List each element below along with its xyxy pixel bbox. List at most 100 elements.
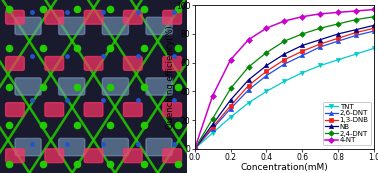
1,3-DNB xyxy=(246,85,251,87)
1,3-DNB xyxy=(318,43,322,45)
2,6-DNT xyxy=(228,108,233,110)
2,6-DNT xyxy=(336,40,341,42)
2,6-DNT xyxy=(300,54,305,56)
2,4-DNT xyxy=(336,23,341,25)
2,4-DNT xyxy=(228,87,233,89)
4-NT xyxy=(246,39,251,41)
FancyBboxPatch shape xyxy=(102,138,129,156)
2,4-DNT xyxy=(210,118,215,120)
Line: TNT: TNT xyxy=(192,46,376,151)
NB xyxy=(372,24,376,26)
2,4-DNT xyxy=(354,19,358,21)
FancyBboxPatch shape xyxy=(124,149,142,163)
4-NT xyxy=(192,148,197,150)
FancyBboxPatch shape xyxy=(163,57,181,70)
2,6-DNT xyxy=(192,148,197,150)
1,3-DNB xyxy=(282,59,287,61)
NB xyxy=(228,99,233,101)
1,3-DNB xyxy=(192,148,197,150)
FancyBboxPatch shape xyxy=(163,103,181,116)
2,4-DNT xyxy=(246,66,251,68)
TNT xyxy=(192,148,197,150)
TNT xyxy=(210,132,215,134)
1,3-DNB xyxy=(210,126,215,128)
4-NT xyxy=(336,11,341,13)
Y-axis label: Quenching efficiency(%): Quenching efficiency(%) xyxy=(166,25,175,129)
NB xyxy=(318,39,322,41)
TNT xyxy=(372,47,376,49)
FancyBboxPatch shape xyxy=(6,149,24,163)
FancyBboxPatch shape xyxy=(124,57,142,70)
FancyBboxPatch shape xyxy=(59,17,85,35)
FancyBboxPatch shape xyxy=(102,78,129,95)
TNT xyxy=(246,102,251,104)
4-NT xyxy=(210,95,215,97)
2,6-DNT xyxy=(282,63,287,65)
4-NT xyxy=(282,20,287,22)
Legend: TNT, 2,6-DNT, 1,3-DNB, NB, 2,4-DNT, 4-NT: TNT, 2,6-DNT, 1,3-DNB, NB, 2,4-DNT, 4-NT xyxy=(323,102,371,145)
NB xyxy=(336,33,341,35)
Line: 2,4-DNT: 2,4-DNT xyxy=(193,15,376,151)
FancyBboxPatch shape xyxy=(45,10,64,24)
2,6-DNT xyxy=(372,30,376,32)
1,3-DNB xyxy=(228,105,233,107)
FancyBboxPatch shape xyxy=(45,57,64,70)
FancyBboxPatch shape xyxy=(84,57,103,70)
FancyBboxPatch shape xyxy=(163,149,181,163)
1,3-DNB xyxy=(354,31,358,34)
4-NT xyxy=(372,8,376,11)
FancyBboxPatch shape xyxy=(163,10,181,24)
4-NT xyxy=(264,27,269,29)
1,3-DNB xyxy=(336,37,341,39)
FancyBboxPatch shape xyxy=(6,10,24,24)
Line: NB: NB xyxy=(192,23,376,151)
NB xyxy=(264,65,269,67)
NB xyxy=(246,79,251,81)
TNT xyxy=(354,53,358,55)
FancyBboxPatch shape xyxy=(146,17,172,35)
4-NT xyxy=(300,16,305,18)
FancyBboxPatch shape xyxy=(102,17,129,35)
TNT xyxy=(228,116,233,118)
FancyBboxPatch shape xyxy=(84,149,103,163)
1,3-DNB xyxy=(372,27,376,29)
FancyBboxPatch shape xyxy=(146,78,172,95)
FancyBboxPatch shape xyxy=(15,17,41,35)
FancyBboxPatch shape xyxy=(124,10,142,24)
2,4-DNT xyxy=(318,27,322,29)
FancyBboxPatch shape xyxy=(6,57,24,70)
2,6-DNT xyxy=(318,46,322,48)
NB xyxy=(282,53,287,55)
FancyBboxPatch shape xyxy=(45,149,64,163)
TNT xyxy=(264,90,269,92)
1,3-DNB xyxy=(300,50,305,52)
2,6-DNT xyxy=(354,34,358,36)
2,4-DNT xyxy=(372,16,376,18)
2,4-DNT xyxy=(264,52,269,54)
NB xyxy=(300,44,305,46)
FancyBboxPatch shape xyxy=(59,138,85,156)
FancyBboxPatch shape xyxy=(45,103,64,116)
Line: 1,3-DNB: 1,3-DNB xyxy=(193,26,376,151)
TNT xyxy=(318,65,322,67)
TNT xyxy=(336,59,341,61)
FancyBboxPatch shape xyxy=(15,78,41,95)
2,6-DNT xyxy=(246,89,251,91)
NB xyxy=(354,29,358,31)
2,6-DNT xyxy=(210,128,215,130)
FancyBboxPatch shape xyxy=(124,103,142,116)
FancyBboxPatch shape xyxy=(84,103,103,116)
4-NT xyxy=(354,10,358,12)
4-NT xyxy=(228,59,233,61)
2,4-DNT xyxy=(282,40,287,42)
FancyBboxPatch shape xyxy=(146,138,172,156)
FancyBboxPatch shape xyxy=(84,10,103,24)
NB xyxy=(210,123,215,125)
2,4-DNT xyxy=(192,148,197,150)
FancyBboxPatch shape xyxy=(15,138,41,156)
X-axis label: Concentration(mM): Concentration(mM) xyxy=(240,163,328,172)
2,4-DNT xyxy=(300,33,305,35)
FancyBboxPatch shape xyxy=(59,78,85,95)
Line: 2,6-DNT: 2,6-DNT xyxy=(192,29,376,151)
1,3-DNB xyxy=(264,70,269,72)
